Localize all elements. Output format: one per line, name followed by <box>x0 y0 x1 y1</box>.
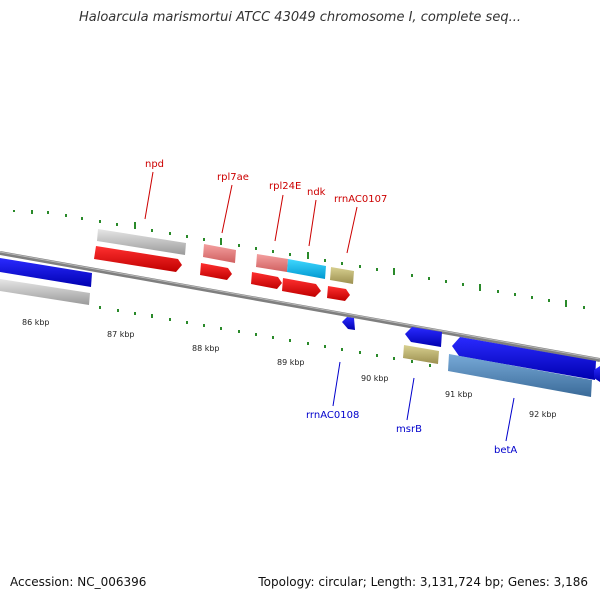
scale-label-92: 92 kbp <box>529 410 557 419</box>
scale-label-89: 89 kbp <box>277 358 305 367</box>
reverse-features <box>342 317 600 397</box>
label-rrnAC0107: rrnAC0107 <box>334 194 387 205</box>
feature-ndk-cyan[interactable] <box>287 259 326 279</box>
gene-rrnAC0107[interactable] <box>327 286 350 301</box>
gene-npd[interactable] <box>94 246 182 272</box>
feature-betA-steel[interactable] <box>448 354 592 397</box>
scale-label-87: 87 kbp <box>107 330 135 339</box>
label-msrB: msrB <box>396 424 422 435</box>
feature-rrnAC0107-khaki[interactable] <box>330 267 354 284</box>
scale-label-88: 88 kbp <box>192 344 220 353</box>
gene-rrnAC0108[interactable] <box>342 317 355 330</box>
chromosome-backbone <box>0 251 600 362</box>
gene-rpl24E[interactable] <box>251 272 282 289</box>
gene-msrB[interactable] <box>405 327 442 347</box>
label-rpl7ae: rpl7ae <box>217 172 249 183</box>
accession-text: Accession: NC_006396 <box>10 575 147 589</box>
genome-summary-text: Topology: circular; Length: 3,131,724 bp… <box>258 575 588 589</box>
gene-rpl7ae[interactable] <box>200 263 232 280</box>
gene-left-blue[interactable] <box>0 258 92 287</box>
label-rrnAC0108: rrnAC0108 <box>306 410 359 421</box>
feature-rpl7ae-pink[interactable] <box>203 244 236 263</box>
upper-tick-track <box>13 210 585 309</box>
gene-ndk[interactable] <box>282 278 321 297</box>
feature-msrB-khaki[interactable] <box>403 345 439 364</box>
gene-betA[interactable] <box>452 337 596 380</box>
label-npd: npd <box>145 159 164 170</box>
map-title: Haloarcula marismortui ATCC 43049 chromo… <box>79 10 521 25</box>
label-ndk: ndk <box>307 187 326 198</box>
label-rpl24E: rpl24E <box>269 181 301 192</box>
scale-label-90: 90 kbp <box>361 374 389 383</box>
feature-npd-grey[interactable] <box>97 229 186 255</box>
left-edge-features <box>0 258 92 305</box>
scale-label-91: 91 kbp <box>445 390 473 399</box>
label-betA: betA <box>494 445 517 456</box>
label-leaders <box>144 171 515 442</box>
feature-left-grey[interactable] <box>0 279 90 305</box>
scale-label-86: 86 kbp <box>22 318 50 327</box>
forward-features <box>94 229 354 301</box>
lower-tick-track <box>99 306 431 367</box>
gene-right-edge[interactable] <box>594 366 600 382</box>
feature-rpl24E-pink[interactable] <box>256 254 288 272</box>
